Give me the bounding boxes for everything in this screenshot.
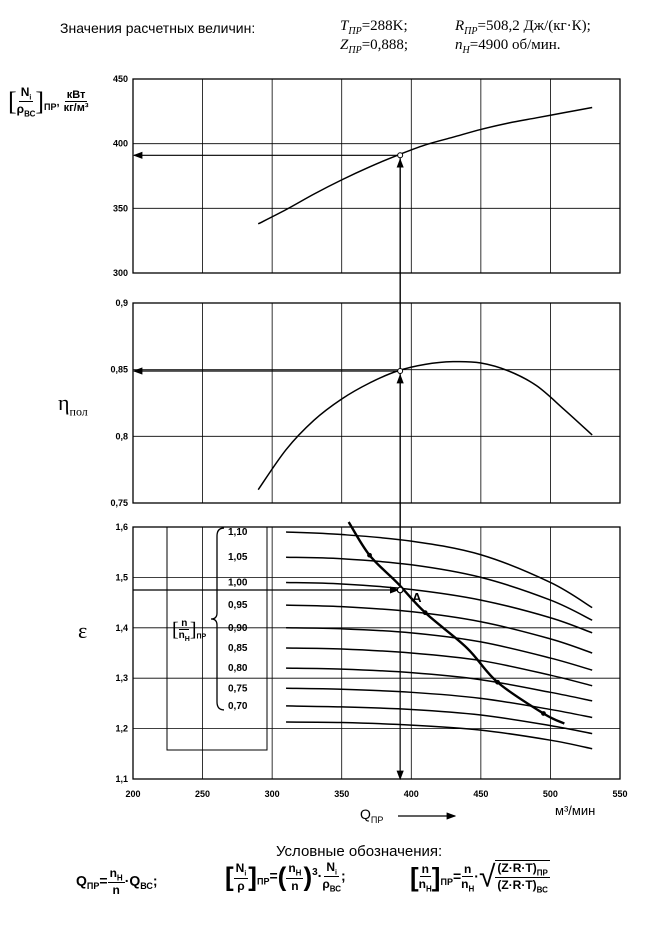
speed-ratio-label: [n nН]ПР [172, 618, 207, 643]
y-tick-label: 0,8 [115, 431, 128, 441]
speed-line [286, 531, 593, 609]
x-tick-label: 500 [543, 789, 558, 799]
x-tick-label: 400 [404, 789, 419, 799]
efficiency-point [397, 368, 404, 374]
speed-ratio-value: 0,90 [228, 623, 248, 634]
x-tick-label: 550 [612, 789, 627, 799]
efficiency-curve [257, 360, 593, 491]
surge-marker [367, 552, 372, 558]
power-curve [257, 106, 593, 225]
y-tick-label: 1,3 [115, 673, 128, 683]
speed-ratio-value: 1,05 [228, 552, 248, 563]
x-tick-label: 200 [125, 789, 140, 799]
speed-line [286, 647, 593, 687]
operating-point [396, 586, 404, 594]
x-tick-label: 350 [334, 789, 349, 799]
param-rotation-speed: nН=4900 об/мин. [455, 37, 561, 56]
speed-ratio-value: 1,00 [228, 577, 248, 588]
surge-marker [422, 610, 428, 616]
x-tick-label: 250 [195, 789, 210, 799]
plot-frame [132, 302, 621, 504]
y-tick-label: 300 [113, 268, 128, 278]
speed-line [286, 721, 593, 750]
y-tick-label: 0,85 [110, 365, 128, 375]
header-title: Значения расчетных величин: [60, 20, 256, 36]
y-tick-label: 1,4 [115, 623, 128, 633]
speed-ratio-value: 0,95 [228, 600, 248, 611]
speed-ratio-brace [210, 527, 225, 711]
y-tick-label: 1,5 [115, 572, 128, 582]
surge-marker [541, 711, 546, 716]
legend-title: Условные обозначения: [276, 843, 443, 860]
x-axis-label: QПР [360, 806, 384, 825]
power-point [397, 152, 404, 159]
surge-marker [495, 679, 500, 685]
param-temperature: TПР=288K; [340, 18, 408, 37]
speed-line [286, 581, 593, 634]
formula-flow: QПР= nН n ·QВС; [76, 866, 158, 898]
y-tick-label: 450 [113, 74, 128, 84]
x-axis-unit: м³/мин [555, 803, 596, 818]
plot-frame [132, 78, 621, 274]
speed-line [286, 667, 593, 702]
param-compressibility: ZПР=0,888; [340, 37, 409, 56]
speed-line [286, 604, 593, 654]
y-tick-label: 0,75 [110, 498, 128, 508]
y-tick-label: 1,2 [115, 724, 128, 734]
speed-ratio-value: 1,10 [228, 527, 248, 538]
y-tick-label: 1,1 [115, 774, 128, 784]
speed-ratio-value: 0,85 [228, 643, 248, 654]
param-gas-constant: RПР=508,2 Дж/(кг·К); [455, 18, 591, 37]
speed-ratio-value: 0,70 [228, 701, 248, 712]
x-tick-label: 450 [473, 789, 488, 799]
formula-speed-ratio: [n nН]ПР= n nН ·√ (Z·R·T)ПР (Z·R·T)ВС [410, 860, 550, 895]
y-tick-label: 0,9 [115, 298, 128, 308]
speed-ratio-value: 0,75 [228, 683, 248, 694]
efficiency-axis-label: ηпол [58, 390, 88, 419]
power-axis-label: [Ni ρВС]ПР, кВт кг/м³ [8, 85, 89, 119]
y-tick-label: 1,6 [115, 522, 128, 532]
ratio-axis-label: ε [78, 618, 88, 643]
speed-line [286, 627, 593, 671]
y-tick-label: 400 [113, 139, 128, 149]
surge-line [347, 521, 565, 725]
y-tick-label: 350 [113, 203, 128, 213]
formula-power: [Ni ρ]ПР=(nН n)3· Ni ρВС; [225, 860, 346, 894]
speed-line [286, 687, 593, 719]
speed-line [286, 705, 593, 735]
plot-frame [132, 526, 621, 780]
speed-ratio-box [166, 526, 268, 751]
operating-point-label: A [412, 590, 422, 605]
speed-line [286, 556, 593, 621]
x-tick-label: 300 [265, 789, 280, 799]
speed-ratio-value: 0,80 [228, 663, 248, 674]
